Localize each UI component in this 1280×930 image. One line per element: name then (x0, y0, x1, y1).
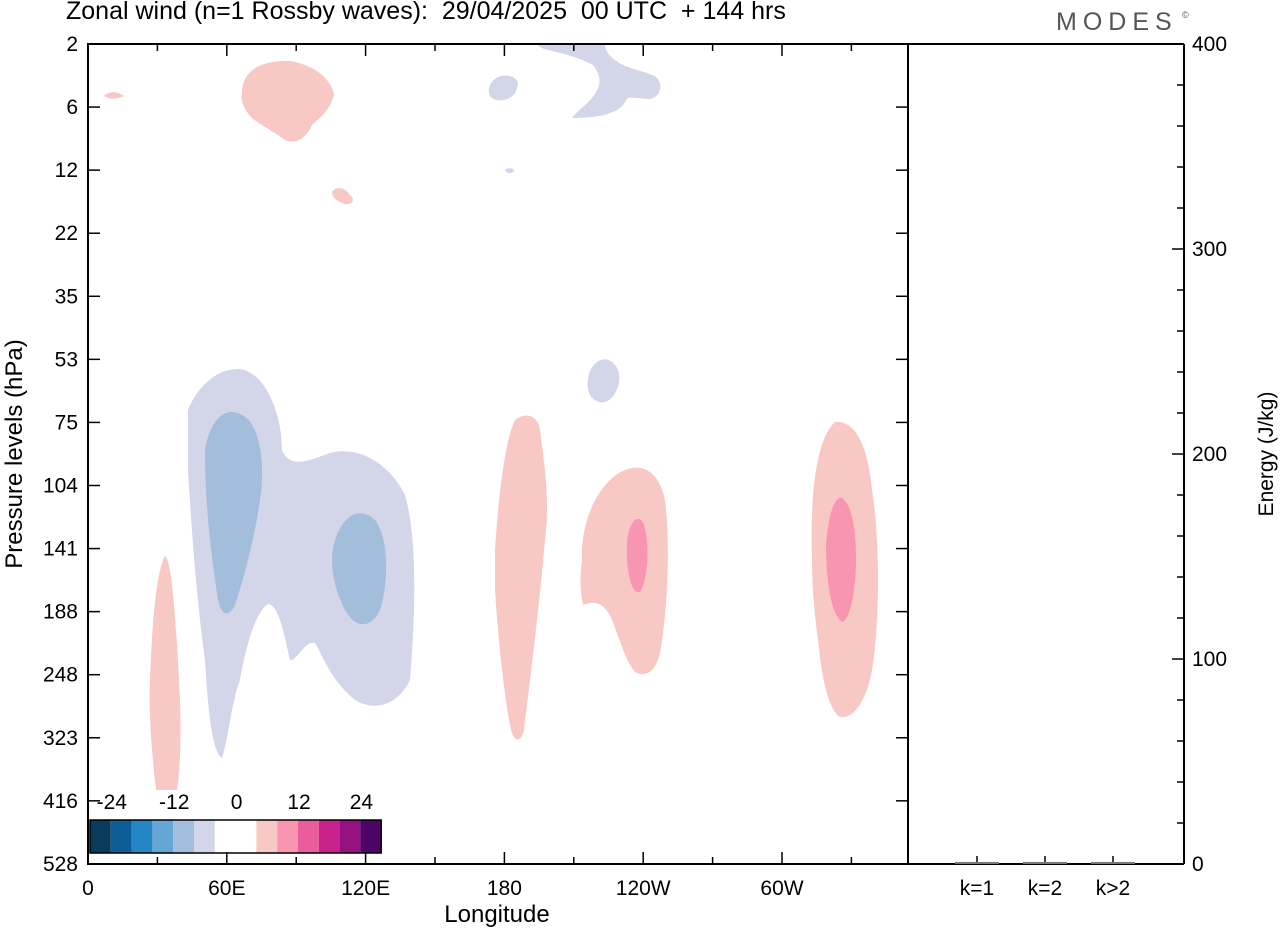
y-tick-label: 528 (43, 853, 78, 876)
colorbar-swatch (131, 820, 153, 853)
colorbar-swatch (173, 820, 194, 853)
energy-tick-label: 300 (1192, 238, 1227, 261)
energy-category-label: k=1 (960, 877, 994, 900)
contour-1 (205, 411, 263, 614)
chart-title: Zonal wind (n=1 Rossby waves): 29/04/202… (66, 0, 786, 25)
y-tick-label: 323 (43, 727, 78, 750)
contour-6 (538, 44, 661, 118)
x-tick-label: 120E (341, 877, 390, 900)
colorbar-outline (89, 819, 382, 854)
contour-4 (488, 75, 518, 101)
colorbar-swatch (339, 820, 361, 853)
colorbar: -24 -12 0 12 24 (88, 790, 384, 856)
energy-tick-label: 100 (1192, 648, 1227, 671)
colorbar-swatch (298, 820, 319, 853)
contour-13 (627, 518, 648, 593)
energy-tick-label: 400 (1192, 33, 1227, 56)
contour-2 (332, 513, 387, 625)
colorbar-swatch (277, 820, 298, 853)
colorbar-swatch (90, 820, 111, 853)
energy-bar (1091, 861, 1135, 864)
colorbar-label: -12 (159, 791, 189, 814)
colorbar-label: -24 (97, 791, 128, 814)
contour-12 (580, 467, 668, 675)
y-tick-label: 6 (66, 96, 78, 119)
x-axis: 0 60E 120E 180 120W 60W (82, 44, 853, 900)
colorbar-label: 12 (287, 791, 310, 814)
y-tick-label: 75 (55, 411, 78, 434)
colorbar-swatch (256, 820, 278, 853)
x-axis-title: Longitude (444, 901, 549, 928)
y-tick-label: 35 (55, 285, 78, 308)
energy-category-label: k>2 (1096, 877, 1130, 900)
y-tick-label: 104 (43, 474, 78, 497)
x-tick-label: 120W (616, 877, 671, 900)
x-tick-label: 60W (760, 877, 803, 900)
copyright-mark: © (1182, 10, 1189, 20)
energy-axis-title: Energy (J/kg) (1255, 392, 1278, 517)
contour-15 (826, 497, 856, 622)
energy-category-label: k=2 (1028, 877, 1062, 900)
y-tick-label: 22 (55, 222, 78, 245)
x-tick-label: 180 (487, 877, 522, 900)
y-tick-label: 416 (43, 790, 78, 813)
colorbar-swatch (360, 820, 382, 853)
contour-11 (495, 415, 548, 740)
colorbar-swatch (318, 820, 340, 853)
y-tick-label: 188 (43, 601, 78, 624)
contour-9 (332, 188, 353, 205)
contour-7 (241, 60, 334, 142)
energy-tick-label: 0 (1192, 853, 1204, 876)
colorbar-label: 0 (231, 791, 243, 814)
y-tick-label: 12 (55, 159, 78, 182)
colorbar-swatch (214, 820, 236, 853)
colorbar-swatch (110, 820, 132, 853)
colorbar-swatch (194, 820, 215, 853)
energy-bar (955, 861, 999, 864)
colorbar-swatch (235, 820, 257, 853)
colorbar-label: 24 (350, 791, 374, 814)
energy-panel: 0 100 200 300 400 k=1 k=2 k>2 (955, 33, 1227, 900)
y-tick-label: 141 (43, 538, 78, 561)
contour-5 (505, 168, 514, 174)
y-axis-title: Pressure levels (hPa) (1, 339, 28, 568)
contour-8 (104, 92, 124, 99)
y-tick-label: 248 (43, 664, 78, 687)
contour-3 (587, 359, 620, 403)
y-tick-label: 53 (55, 348, 78, 371)
contour-layer (104, 44, 878, 821)
x-tick-label: 0 (82, 877, 94, 900)
main-plot-frame (87, 43, 909, 865)
x-tick-label: 60E (208, 877, 245, 900)
contour-10 (149, 556, 181, 821)
y-axis: 2 6 12 22 35 53 75 104 141 188 248 323 416 528 (43, 33, 908, 876)
energy-tick-label: 200 (1192, 443, 1227, 466)
modes-logo: MODES (1056, 8, 1178, 36)
energy-bar (1023, 861, 1067, 864)
colorbar-swatch (152, 820, 174, 853)
y-tick-label: 2 (66, 33, 78, 56)
